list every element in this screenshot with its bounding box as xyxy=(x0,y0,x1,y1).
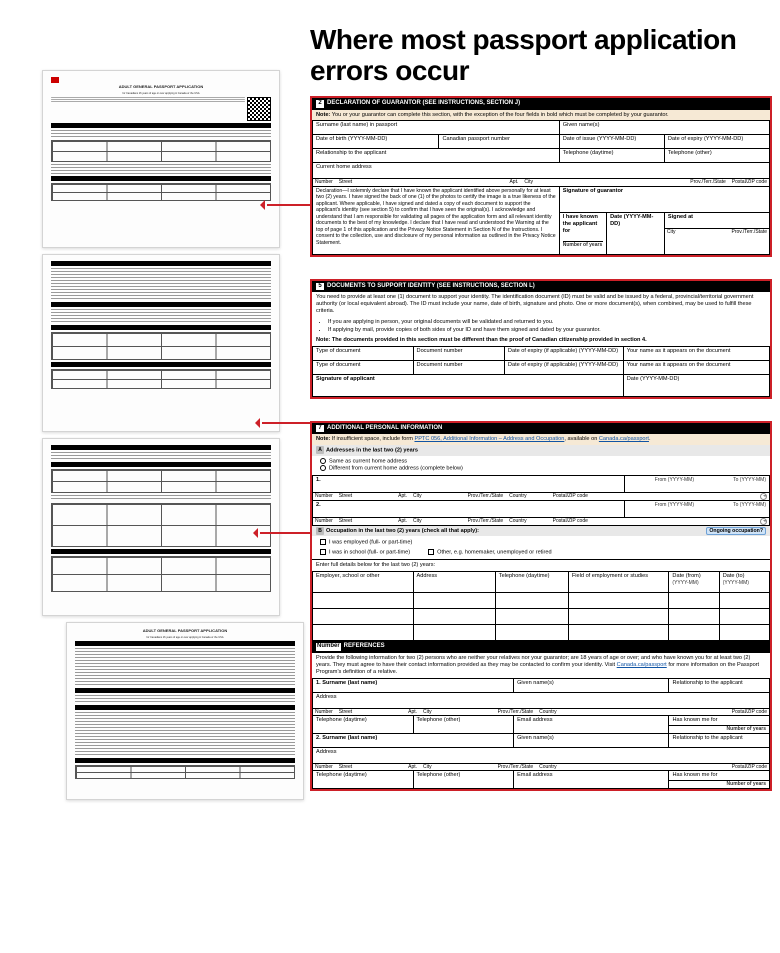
thumbnail-page-3 xyxy=(42,438,280,616)
checkbox-school[interactable]: I was in school (full- or part-time) xyxy=(320,549,410,556)
section-8-header: Number REFERENCES xyxy=(312,641,770,653)
chip-ongoing[interactable]: Ongoing occupation? xyxy=(706,527,766,536)
section-7-note: Note: If insufficient space, include for… xyxy=(312,434,770,445)
section-7B-enter: Enter full details below for the last tw… xyxy=(312,559,770,571)
field-surname[interactable]: Surname (last name) in passport xyxy=(313,121,560,135)
thumbnail-page-4: ADULT GENERAL PASSPORT APPLICATION for C… xyxy=(66,622,304,800)
occupation-table: Employer, school or other Address Teleph… xyxy=(312,571,770,641)
field-signature-date[interactable]: Date (YYYY-MM-DD) xyxy=(627,376,680,382)
field-doc-type-1[interactable]: Type of document xyxy=(313,347,414,361)
form-thumbnails: ADULT GENERAL PASSPORT APPLICATION for C… xyxy=(42,70,282,806)
radio-diff-address[interactable]: Different from current home address (com… xyxy=(320,465,762,472)
link-canada-passport[interactable]: Canada.ca/passport xyxy=(599,436,649,442)
field-dob[interactable]: Date of birth (YYYY-MM-DD) xyxy=(313,135,439,149)
guarantor-table: Surname (last name) in passport Given na… xyxy=(312,120,770,254)
callout-section-7-8: 7 ADDITIONAL PERSONAL INFORMATION Note: … xyxy=(310,421,772,791)
link-canada-passport-2[interactable]: Canada.ca/passport xyxy=(617,662,667,668)
field-doc-number-1[interactable]: Document number xyxy=(413,347,504,361)
section-5-diff-note: Note: The documents provided in this sec… xyxy=(312,337,770,346)
thumbnail-subtitle: for Canadians 16 years of age or over ap… xyxy=(51,92,271,95)
references-table: 1. Surname (last name) Given name(s) Rel… xyxy=(312,678,770,789)
identity-docs-table: Type of document Document number Date of… xyxy=(312,346,770,397)
field-tel-other[interactable]: Telephone (other) xyxy=(664,149,769,163)
link-pptc056[interactable]: PPTC 056, Additional Information – Addre… xyxy=(414,436,564,442)
arrow-section-7 xyxy=(260,532,310,534)
headline: Where most passport application errors o… xyxy=(310,25,770,87)
section-7-header: 7 ADDITIONAL PERSONAL INFORMATION xyxy=(312,423,770,435)
thumbnail-page-1: ADULT GENERAL PASSPORT APPLICATION for C… xyxy=(42,70,280,248)
addresses-table: 1. From (YYYY-MM) To (YYYY-MM) NumberStr… xyxy=(312,475,770,526)
field-tel-daytime[interactable]: Telephone (daytime) xyxy=(559,149,664,163)
section-8-intro: Provide the following information for tw… xyxy=(312,653,770,678)
field-doc-name-2[interactable]: Your name as it appears on the document xyxy=(623,361,769,375)
field-relationship[interactable]: Relationship to the applicant xyxy=(313,149,560,163)
qr-code-icon xyxy=(247,97,271,121)
section-2-note: Note: You or your guarantor can complete… xyxy=(312,110,770,121)
guarantor-declaration: Declaration—I solemnly declare that I ha… xyxy=(313,186,560,254)
field-doc-type-2[interactable]: Type of document xyxy=(313,361,414,375)
field-signature-applicant[interactable]: Signature of applicant xyxy=(316,376,375,382)
field-doc-number-2[interactable]: Document number xyxy=(413,361,504,375)
section-2-header: 2 DECLARATION OF GUARANTOR (SEE INSTRUCT… xyxy=(312,98,770,110)
field-signature-guarantor[interactable]: Signature of guarantor xyxy=(563,188,623,194)
field-given-names[interactable]: Given name(s) xyxy=(559,121,769,135)
field-doc-expiry-1[interactable]: Date of expiry (if applicable) (YYYY-MM-… xyxy=(504,347,623,361)
section-7A-header: AAddresses in the last two (2) years xyxy=(312,445,770,455)
arrow-section-2 xyxy=(267,204,310,206)
radio-same-address[interactable]: Same as current home address xyxy=(320,458,762,465)
callout-section-5: 5 DOCUMENTS TO SUPPORT IDENTITY (SEE INS… xyxy=(310,279,772,399)
field-date-issue[interactable]: Date of issue (YYYY-MM-DD) xyxy=(559,135,664,149)
field-passport-number[interactable]: Canadian passport number xyxy=(439,135,559,149)
reset-icon[interactable] xyxy=(760,518,767,525)
section-5-intro: You need to provide at least one (1) doc… xyxy=(312,292,770,317)
field-doc-name-1[interactable]: Your name as it appears on the document xyxy=(623,347,769,361)
canada-flag-icon xyxy=(51,77,91,83)
checkbox-employed[interactable]: I was employed (full- or part-time) xyxy=(320,539,412,546)
thumbnail-title: ADULT GENERAL PASSPORT APPLICATION xyxy=(51,85,271,90)
thumbnail-page-2 xyxy=(42,254,280,432)
section-7B-header: BOccupation in the last two (2) years (c… xyxy=(312,526,770,537)
field-doc-expiry-2[interactable]: Date of expiry (if applicable) (YYYY-MM-… xyxy=(504,361,623,375)
arrow-section-5 xyxy=(262,422,310,424)
section-5-bullets: If you are applying in person, your orig… xyxy=(312,317,770,337)
field-date-expiry[interactable]: Date of expiry (YYYY-MM-DD) xyxy=(664,135,769,149)
checkbox-other[interactable]: Other, e.g. homemaker, unemployed or ret… xyxy=(428,549,551,556)
section-5-header: 5 DOCUMENTS TO SUPPORT IDENTITY (SEE INS… xyxy=(312,281,770,293)
field-home-address[interactable]: Current home address Number Street Apt. … xyxy=(313,163,770,186)
reset-icon[interactable] xyxy=(760,493,767,500)
callout-section-2: 2 DECLARATION OF GUARANTOR (SEE INSTRUCT… xyxy=(310,96,772,257)
callouts-column: 2 DECLARATION OF GUARANTOR (SEE INSTRUCT… xyxy=(310,96,772,791)
